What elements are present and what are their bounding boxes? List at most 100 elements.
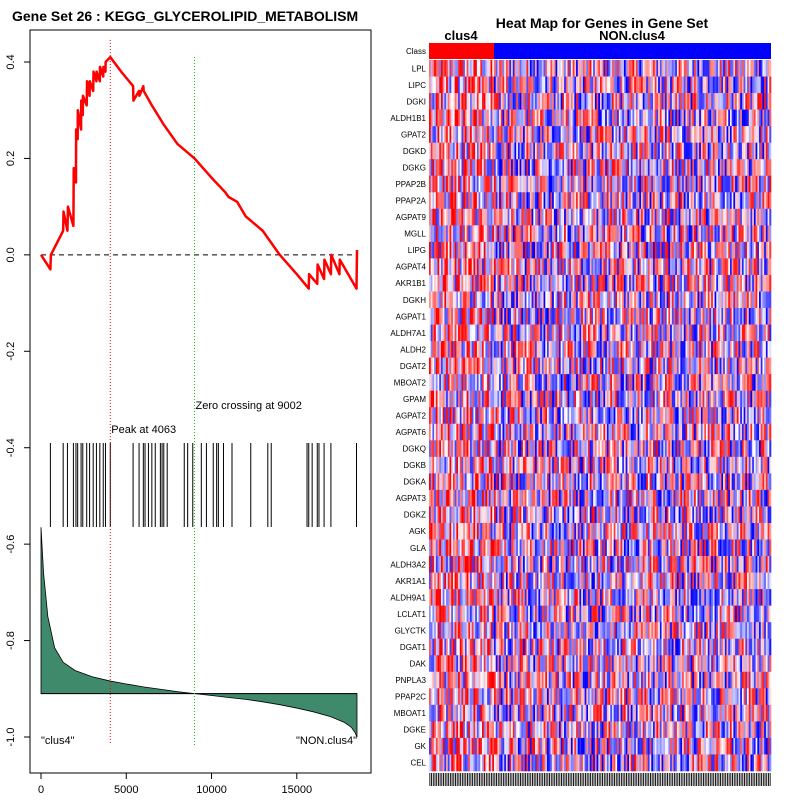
heatmap-cell [516, 324, 519, 342]
heatmap-cell [543, 440, 546, 458]
heatmap-cell [765, 274, 768, 292]
heatmap-cell [581, 60, 584, 77]
heatmap-cell [505, 225, 508, 243]
heatmap-cell [642, 308, 645, 325]
heatmap-cell [610, 175, 613, 193]
heatmap-cell [641, 423, 644, 441]
heatmap-cell [654, 258, 657, 276]
heatmap-cell [678, 374, 681, 391]
heatmap-cell [569, 291, 572, 309]
heatmap-cell [688, 374, 691, 391]
heatmap-cell [714, 357, 717, 375]
heatmap-cell [642, 440, 645, 458]
heatmap-cell [608, 324, 611, 342]
heatmap-cell [629, 76, 632, 94]
heatmap-cell [470, 159, 473, 177]
heatmap-cell [475, 308, 478, 325]
heatmap-cell [671, 225, 674, 243]
heatmap-cell [579, 456, 582, 474]
heatmap-cell [475, 175, 478, 193]
heatmap-cell [569, 60, 572, 77]
heatmap-cell [611, 308, 614, 325]
heatmap-cell [651, 241, 654, 259]
heatmap-cell [435, 159, 438, 177]
heatmap-cell [456, 456, 459, 474]
heatmap-cell [555, 225, 558, 243]
heatmap-cell [676, 159, 679, 177]
heatmap-cell [659, 109, 662, 127]
heatmap-cell [736, 308, 739, 325]
heatmap-cell [461, 109, 464, 127]
heatmap-cell [659, 390, 662, 408]
heatmap-cell [577, 109, 580, 127]
heatmap-cell [682, 109, 685, 127]
heatmap-cell [664, 440, 667, 458]
heatmap-cell [647, 76, 650, 94]
heatmap-cell [533, 208, 536, 226]
heatmap-cell [692, 357, 695, 375]
heatmap-cell [637, 241, 640, 259]
heatmap-cell [769, 274, 772, 292]
heatmap-cell [618, 93, 621, 110]
heatmap-cell [560, 407, 563, 425]
heatmap-cell [562, 93, 565, 110]
heatmap-cell [505, 76, 508, 94]
heatmap-cell [447, 93, 450, 110]
heatmap-cell [574, 241, 577, 259]
heatmap-cell [488, 241, 491, 259]
heatmap-cell [601, 76, 604, 94]
heatmap-cell [526, 258, 529, 276]
heatmap-cell [555, 456, 558, 474]
heatmap-cell [570, 308, 573, 325]
heatmap-cell [736, 341, 739, 358]
heatmap-cell [471, 208, 474, 226]
heatmap-cell [685, 291, 688, 309]
heatmap-cell [731, 390, 734, 408]
heatmap-cell [529, 109, 532, 127]
heatmap-cell [482, 274, 485, 292]
heatmap-cell [589, 159, 592, 177]
heatmap-cell [540, 390, 543, 408]
heatmap-cell [531, 357, 534, 375]
heatmap-cell [471, 423, 474, 441]
heatmap-cell [523, 390, 526, 408]
heatmap-cell [546, 456, 549, 474]
heatmap-cell [613, 374, 616, 391]
heatmap-cell [741, 76, 744, 94]
heatmap-cell [644, 274, 647, 292]
heatmap-cell [541, 126, 544, 143]
heatmap-cell [557, 390, 560, 408]
heatmap-cell [733, 109, 736, 127]
heatmap-cell [500, 159, 503, 177]
heatmap-cell [765, 208, 768, 226]
heatmap-cell [584, 175, 587, 193]
heatmap-cell [434, 241, 437, 259]
heatmap-cell [588, 440, 591, 458]
heatmap-cell [750, 159, 753, 177]
heatmap-cell [528, 341, 531, 358]
heatmap-cell [517, 241, 520, 259]
heatmap-cell [545, 142, 548, 160]
heatmap-cell [729, 407, 732, 425]
heatmap-cell [627, 374, 630, 391]
heatmap-cell [651, 225, 654, 243]
heatmap-cell [570, 258, 573, 276]
heatmap-cell [558, 308, 561, 325]
heatmap-cell [747, 60, 750, 77]
heatmap-cell [610, 258, 613, 276]
heatmap-cell [588, 407, 591, 425]
heatmap-cell [567, 390, 570, 408]
heatmap-cell [716, 258, 719, 276]
heatmap-cell [458, 258, 461, 276]
heatmap-cell [564, 225, 567, 243]
heatmap-cell [637, 76, 640, 94]
heatmap-cell [432, 258, 435, 276]
heatmap-cell [470, 241, 473, 259]
heatmap-cell [719, 440, 722, 458]
heatmap-cell [577, 142, 580, 160]
heatmap-cell [470, 274, 473, 292]
heatmap-cell [676, 192, 679, 210]
heatmap-cell [745, 76, 748, 94]
heatmap-cell [591, 142, 594, 160]
heatmap-cell [500, 258, 503, 276]
